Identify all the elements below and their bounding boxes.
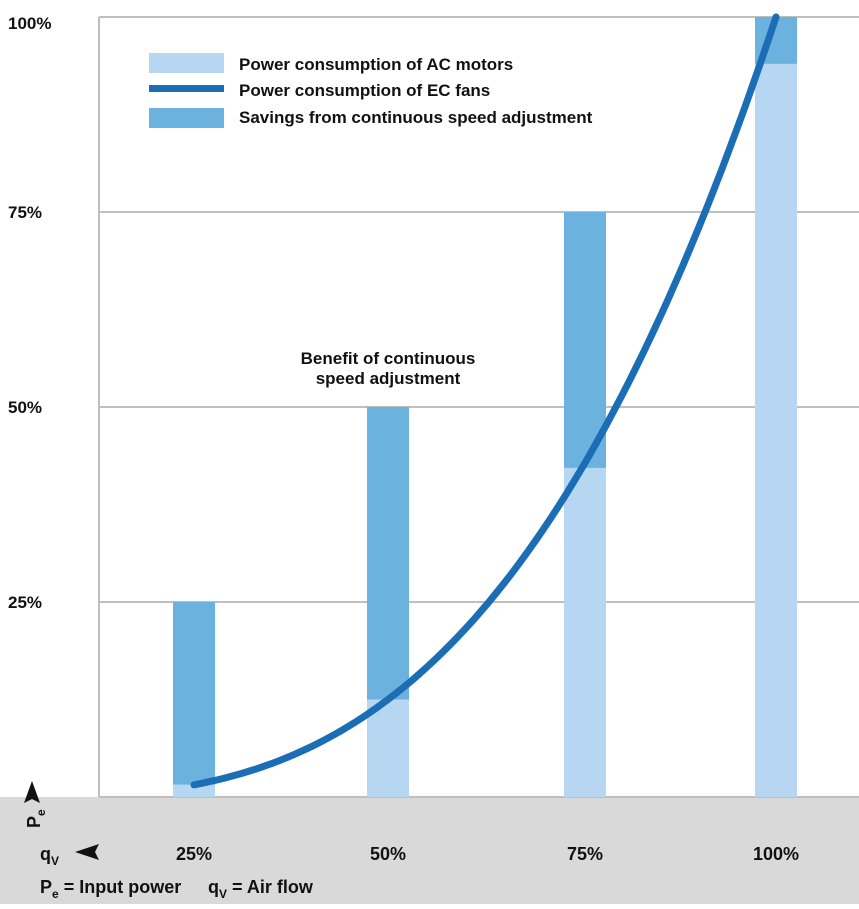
- y-tick-label-75: 75%: [8, 203, 42, 222]
- x-axis-arrow-icon: [75, 844, 99, 860]
- x-tick-labels: 25% 50% 75% 100%: [176, 844, 799, 864]
- legend-swatch-ec-fans: [149, 85, 224, 92]
- y-tick-label-100: 100%: [8, 14, 51, 33]
- x-tick-label-25%: 25%: [176, 844, 212, 864]
- footer-pe-definition: Pe = Input power: [40, 877, 181, 901]
- bar-ac-100%: [755, 17, 797, 797]
- legend-label-ac-motors: Power consumption of AC motors: [239, 55, 513, 74]
- label-sub: e: [34, 809, 48, 816]
- label-sub: e: [52, 887, 59, 901]
- x-tick-label-100%: 100%: [753, 844, 799, 864]
- footer-qv-definition: qV = Air flow: [208, 877, 314, 901]
- legend-label-ec-fans: Power consumption of EC fans: [239, 81, 490, 100]
- x-axis-label-text: qV: [40, 844, 59, 868]
- annotation-line-2: speed adjustment: [316, 369, 461, 388]
- legend-label-savings: Savings from continuous speed adjustment: [239, 108, 593, 127]
- label-sub: V: [219, 887, 227, 901]
- bar-savings-25%: [173, 602, 215, 785]
- y-tick-label-50: 50%: [8, 398, 42, 417]
- label-main: P: [40, 877, 52, 897]
- x-tick-label-50%: 50%: [370, 844, 406, 864]
- label-main: q: [208, 877, 219, 897]
- x-axis-label: qV: [40, 844, 99, 868]
- y-tick-label-25: 25%: [8, 593, 42, 612]
- legend: Power consumption of AC motors Power con…: [149, 53, 593, 128]
- label-rest: = Air flow: [227, 877, 314, 897]
- bars: [173, 17, 797, 797]
- y-axis-label-text: Pe: [24, 809, 48, 828]
- label-main: q: [40, 844, 51, 864]
- y-axis-arrow-icon: [24, 781, 40, 803]
- legend-swatch-savings: [149, 108, 224, 128]
- bar-savings-50%: [367, 407, 409, 700]
- label-rest: = Input power: [59, 877, 182, 897]
- label-sub: V: [51, 854, 59, 868]
- annotation-benefit: Benefit of continuous speed adjustment: [301, 349, 476, 388]
- y-tick-labels: 25% 50% 75% 100%: [8, 14, 51, 612]
- annotation-line-1: Benefit of continuous: [301, 349, 476, 368]
- legend-swatch-ac-motors: [149, 53, 224, 73]
- ec-fan-curve: [190, 13, 780, 789]
- footer-definitions: Pe = Input power qV = Air flow: [40, 877, 314, 901]
- bar-savings-75%: [564, 212, 606, 468]
- x-axis-band: [0, 797, 859, 904]
- x-tick-label-75%: 75%: [567, 844, 603, 864]
- grid: [98, 16, 859, 798]
- y-axis-label: Pe: [24, 781, 48, 828]
- label-main: P: [24, 816, 44, 828]
